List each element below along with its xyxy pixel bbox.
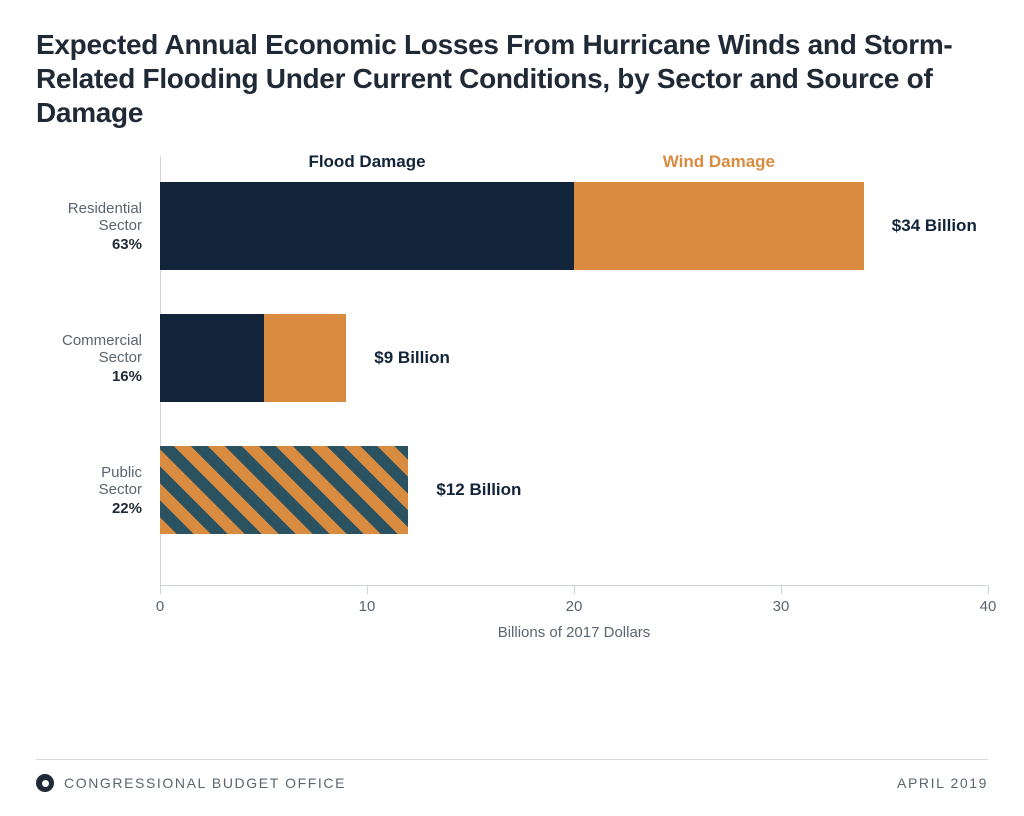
chart-title: Expected Annual Economic Losses From Hur… — [36, 28, 988, 130]
bar-segment-wind — [574, 182, 864, 270]
category-name: Sector — [99, 481, 142, 498]
bar-row: $34 Billion — [160, 182, 988, 270]
category-name: Sector — [99, 217, 142, 234]
cbo-logo-icon — [36, 774, 54, 792]
footer: CONGRESSIONAL BUDGET OFFICE APRIL 2019 — [36, 759, 988, 792]
footer-source-text: CONGRESSIONAL BUDGET OFFICE — [64, 775, 346, 791]
legend-item: Flood Damage — [308, 152, 425, 172]
category-percent: 22% — [112, 500, 142, 517]
category-label: ResidentialSector 63% — [26, 182, 152, 270]
x-tick — [988, 586, 989, 594]
bar-row: $12 Billion — [160, 446, 988, 534]
bar-value-label: $12 Billion — [436, 480, 521, 500]
category-name: Residential — [68, 200, 142, 217]
x-tick — [367, 586, 368, 594]
category-label: CommercialSector 16% — [26, 314, 152, 402]
bar-segment-combined — [160, 446, 408, 534]
category-percent: 63% — [112, 236, 142, 253]
category-name: Sector — [99, 349, 142, 366]
x-tick — [781, 586, 782, 594]
bar-value-label: $34 Billion — [892, 216, 977, 236]
x-tick — [160, 586, 161, 594]
plot-area: Flood DamageWind Damage 010203040Billion… — [160, 156, 988, 586]
category-name: Public — [101, 464, 142, 481]
bar-segment-wind — [264, 314, 347, 402]
x-tick-label: 40 — [980, 598, 997, 615]
x-tick-label: 20 — [566, 598, 583, 615]
chart-frame: Expected Annual Economic Losses From Hur… — [0, 0, 1024, 816]
category-name: Commercial — [62, 332, 142, 349]
legend-item: Wind Damage — [663, 152, 775, 172]
bar-value-label: $9 Billion — [374, 348, 450, 368]
x-tick-label: 30 — [773, 598, 790, 615]
x-tick — [574, 586, 575, 594]
x-tick-label: 10 — [359, 598, 376, 615]
bar-segment-flood — [160, 314, 264, 402]
x-tick-label: 0 — [156, 598, 164, 615]
footer-source: CONGRESSIONAL BUDGET OFFICE — [36, 774, 346, 792]
category-percent: 16% — [112, 368, 142, 385]
chart-area: ResidentialSector63%CommercialSector16%P… — [36, 156, 988, 675]
footer-date: APRIL 2019 — [897, 775, 988, 791]
x-axis-label: Billions of 2017 Dollars — [498, 624, 651, 641]
bar-segment-flood — [160, 182, 574, 270]
bar-row: $9 Billion — [160, 314, 988, 402]
category-axis: ResidentialSector63%CommercialSector16%P… — [36, 156, 152, 586]
category-label: PublicSector 22% — [26, 446, 152, 534]
